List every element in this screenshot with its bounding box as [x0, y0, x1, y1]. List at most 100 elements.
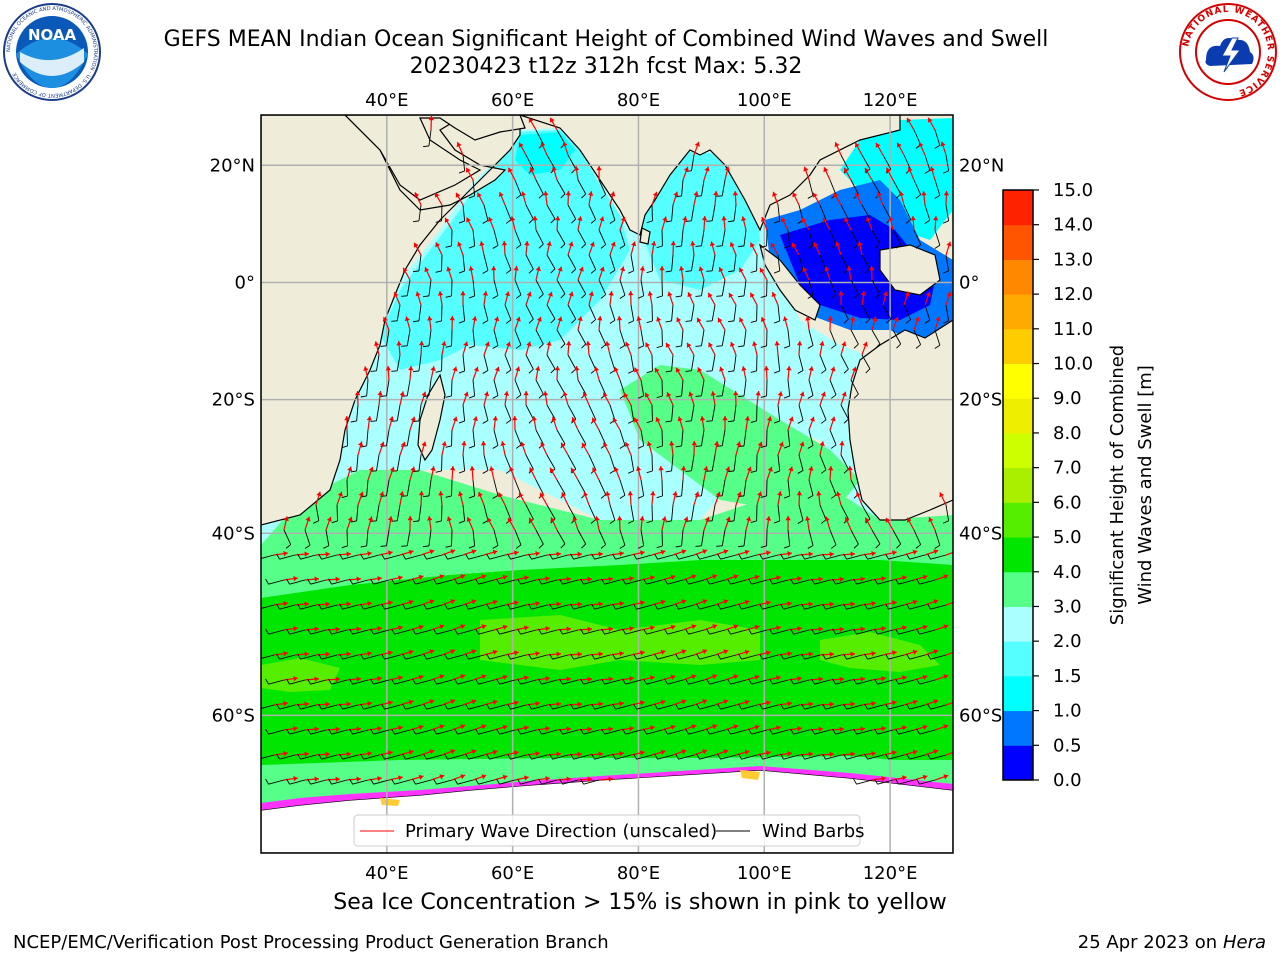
wind-barb-flag — [445, 245, 452, 248]
wind-barb-flag — [628, 520, 634, 524]
wave-direction-arrowhead — [520, 191, 527, 197]
wind-barb-flag — [628, 270, 634, 274]
wave-direction-arrowhead — [367, 700, 372, 707]
wind-barb — [678, 704, 695, 710]
wave-direction-arrowhead — [481, 674, 487, 680]
wave-direction-arrowhead — [619, 750, 624, 757]
wind-barb-flag — [807, 495, 814, 499]
wave-direction-arrowhead — [694, 141, 700, 147]
wave-direction-arrowhead — [645, 342, 651, 348]
wind-barb — [640, 529, 645, 546]
wave-direction-arrowhead — [520, 441, 526, 447]
wind-barb — [321, 554, 338, 560]
wave-direction-arrowhead — [639, 600, 645, 606]
wind-barb-flag — [843, 653, 847, 660]
wave-direction-arrowhead — [418, 574, 424, 580]
wave-direction-arrowhead — [634, 417, 639, 423]
wind-barb — [594, 554, 611, 560]
wave-direction-arrowhead — [772, 191, 778, 197]
wind-barb-flag — [349, 628, 353, 635]
wave-direction-arrowhead — [549, 467, 555, 473]
wind-barb — [846, 604, 863, 610]
wave-direction-arrowhead — [860, 291, 867, 296]
wind-barb — [709, 629, 726, 635]
wind-barb — [867, 754, 884, 760]
wave-direction-arrowhead — [577, 651, 582, 657]
wind-barb — [415, 629, 432, 635]
wave-direction-arrowhead — [556, 751, 561, 757]
wave-direction-arrowhead — [701, 216, 708, 221]
wind-barb — [721, 179, 726, 196]
wave-direction-arrowhead — [410, 466, 416, 472]
wind-barb-flag — [265, 678, 269, 685]
wind-barb — [493, 329, 499, 346]
wave-direction-arrowhead — [540, 142, 546, 148]
wind-barb-flag — [549, 653, 553, 660]
wind-barb — [356, 404, 359, 421]
wind-barb — [510, 654, 527, 660]
wind-barb-flag — [675, 295, 682, 298]
wind-barb-flag — [915, 194, 921, 199]
wind-barb — [777, 204, 781, 221]
wind-barb — [877, 779, 894, 785]
wind-barb — [531, 754, 548, 760]
wave-direction-arrowhead — [514, 550, 519, 556]
wave-direction-arrowhead — [760, 317, 766, 322]
wind-barb — [418, 454, 422, 471]
wave-direction-arrowhead — [777, 491, 783, 496]
wind-barb-flag — [865, 318, 871, 324]
wave-direction-arrowhead — [835, 491, 842, 497]
wind-barb — [640, 329, 645, 346]
wave-direction-arrowhead — [791, 242, 797, 248]
wave-direction-arrowhead — [502, 774, 508, 780]
wind-barb — [751, 579, 768, 585]
colorbar-tick-label: 15.0 — [1053, 180, 1093, 201]
wave-direction-arrowhead — [314, 626, 319, 632]
wind-barb-flag — [433, 628, 437, 635]
wind-barb-flag — [435, 320, 442, 323]
wave-direction-arrowhead — [812, 192, 818, 198]
wind-barb — [667, 629, 684, 635]
wave-direction-arrowhead — [335, 576, 340, 582]
wind-barb — [394, 629, 411, 635]
wind-barb-flag — [609, 519, 616, 524]
wave-direction-arrowhead — [399, 391, 405, 397]
wave-direction-arrowhead — [871, 650, 876, 657]
wind-barb-flag — [638, 345, 644, 349]
wind-barb — [945, 504, 950, 521]
wind-barb-flag — [381, 553, 385, 560]
wave-direction-arrowhead — [535, 600, 540, 607]
wind-barb-flag — [716, 445, 723, 447]
wind-barb — [699, 654, 716, 660]
wind-barb — [835, 579, 852, 585]
wind-barb — [615, 554, 632, 560]
wind-barb — [386, 329, 390, 346]
wind-barb — [406, 279, 411, 296]
wind-barb — [630, 454, 635, 471]
wave-direction-arrowhead — [483, 391, 490, 397]
wind-barb — [625, 629, 642, 635]
wave-direction-arrowhead — [818, 576, 823, 582]
wave-direction-arrowhead — [712, 674, 718, 680]
wind-barb — [762, 654, 779, 660]
wind-barb-flag — [349, 778, 353, 785]
wave-direction-arrowhead — [757, 491, 763, 497]
wind-barb — [861, 304, 871, 320]
colorbar-segment — [1003, 294, 1033, 330]
wave-direction-arrowhead — [728, 292, 734, 298]
wave-direction-arrowhead — [577, 316, 583, 322]
wave-direction-arrowhead — [524, 675, 529, 681]
wave-direction-arrowhead — [866, 216, 872, 222]
wave-direction-arrowhead — [283, 516, 289, 522]
wind-barb — [804, 554, 821, 560]
wave-direction-arrowhead — [578, 266, 584, 272]
wind-barb — [315, 504, 320, 521]
wave-direction-arrowhead — [593, 366, 600, 372]
wind-barb-flag — [738, 345, 745, 348]
wind-barb — [535, 279, 544, 295]
wind-barb-flag — [307, 578, 311, 585]
wind-barb — [366, 379, 369, 396]
wave-band-5-6m-west — [261, 658, 340, 692]
wave-direction-arrowhead — [421, 441, 427, 447]
wind-barb — [667, 729, 684, 735]
